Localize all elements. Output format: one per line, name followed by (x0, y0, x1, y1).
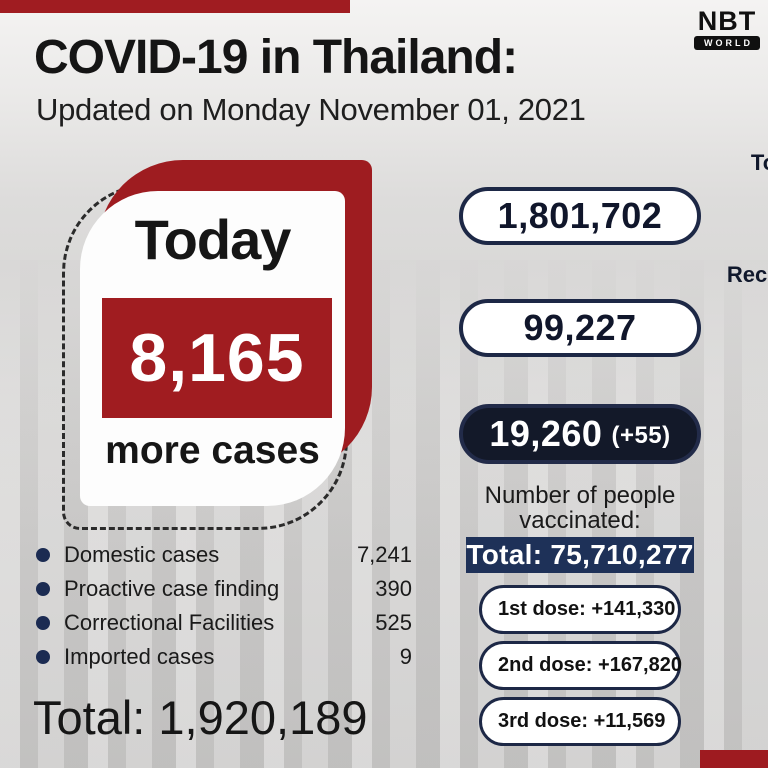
total-recovered-heading: Total recovered (750, 150, 768, 175)
total-recovered-pill: 1,801,702 (459, 187, 701, 245)
total-recovered-pill-wrap: 1,801,702 (448, 187, 712, 245)
vaccinated-heading-line1: Number of people (484, 482, 676, 509)
receiving-treatment-pill-wrap: 99,227 (448, 299, 712, 357)
logo-nbt-text: NBT (697, 6, 757, 36)
breakdown-label: Correctional Facilities (64, 610, 275, 635)
deaths-pill-wrap: 19,260 (+55) (448, 404, 712, 464)
nbt-world-logo: NBT WORLD (694, 8, 760, 50)
total-recovered-value: 1,801,702 (497, 195, 663, 236)
top-accent-bar (0, 0, 350, 13)
breakdown-row-imported: Imported cases 9 (36, 640, 412, 674)
case-breakdown-list: Domestic cases 7,241 Proactive case find… (36, 538, 412, 674)
dose-3-pill-wrap: 3rd dose: +11,569 (448, 697, 712, 746)
breakdown-value: 7,241 (356, 542, 412, 567)
breakdown-label: Imported cases (64, 644, 215, 669)
new-cases-box: 8,165 (102, 298, 332, 418)
bullet-icon (36, 616, 50, 630)
dose-1-pill-wrap: 1st dose: +141,330 (448, 585, 712, 634)
new-cases-value: 8,165 (129, 320, 305, 396)
dose-2-pill: 2nd dose: +167,820 (479, 641, 682, 690)
page-title: COVID-19 in Thailand: (34, 31, 518, 84)
vaccinated-total-band: Total: 75,710,277 (466, 537, 694, 573)
bullet-icon (36, 548, 50, 562)
today-card: Today 8,165 more cases (80, 191, 345, 506)
breakdown-row-domestic: Domestic cases 7,241 (36, 538, 412, 572)
bullet-icon (36, 582, 50, 596)
receiving-treatment-heading: Receiving treatment (726, 262, 768, 287)
deaths-value: 19,260 (489, 413, 603, 454)
more-cases-label: more cases (105, 429, 320, 472)
logo-world-badge: WORLD (694, 36, 760, 50)
receiving-treatment-value: 99,227 (523, 307, 637, 348)
breakdown-value: 9 (399, 644, 412, 669)
vaccinated-heading-line2: vaccinated: (519, 507, 641, 534)
bullet-icon (36, 650, 50, 664)
page-subtitle: Updated on Monday November 01, 2021 (36, 92, 586, 127)
dose-1-pill: 1st dose: +141,330 (479, 585, 681, 634)
deaths-pill: 19,260 (+55) (459, 404, 701, 464)
dose-3-pill: 3rd dose: +11,569 (479, 697, 681, 746)
receiving-treatment-pill: 99,227 (459, 299, 701, 357)
today-label: Today (134, 208, 292, 271)
breakdown-value: 525 (375, 610, 412, 635)
breakdown-row-correctional: Correctional Facilities 525 (36, 606, 412, 640)
grand-total: Total: 1,920,189 (33, 691, 368, 744)
breakdown-label: Domestic cases (64, 542, 220, 567)
dose-2-pill-wrap: 2nd dose: +167,820 (448, 641, 712, 690)
breakdown-row-proactive: Proactive case finding 390 (36, 572, 412, 606)
bottom-accent-bar (700, 750, 768, 768)
breakdown-label: Proactive case finding (64, 576, 280, 601)
vaccinated-total-band-wrap: Total: 75,710,277 (448, 537, 712, 573)
deaths-heading: Deaths (448, 372, 768, 398)
breakdown-value: 390 (375, 576, 412, 601)
vaccinated-heading: Number of people vaccinated: (448, 483, 712, 533)
deaths-delta: (+55) (611, 422, 671, 449)
